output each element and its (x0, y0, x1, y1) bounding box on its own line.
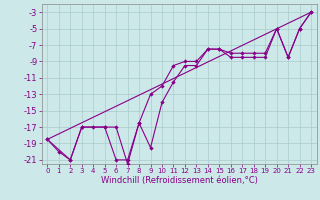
X-axis label: Windchill (Refroidissement éolien,°C): Windchill (Refroidissement éolien,°C) (101, 176, 258, 185)
